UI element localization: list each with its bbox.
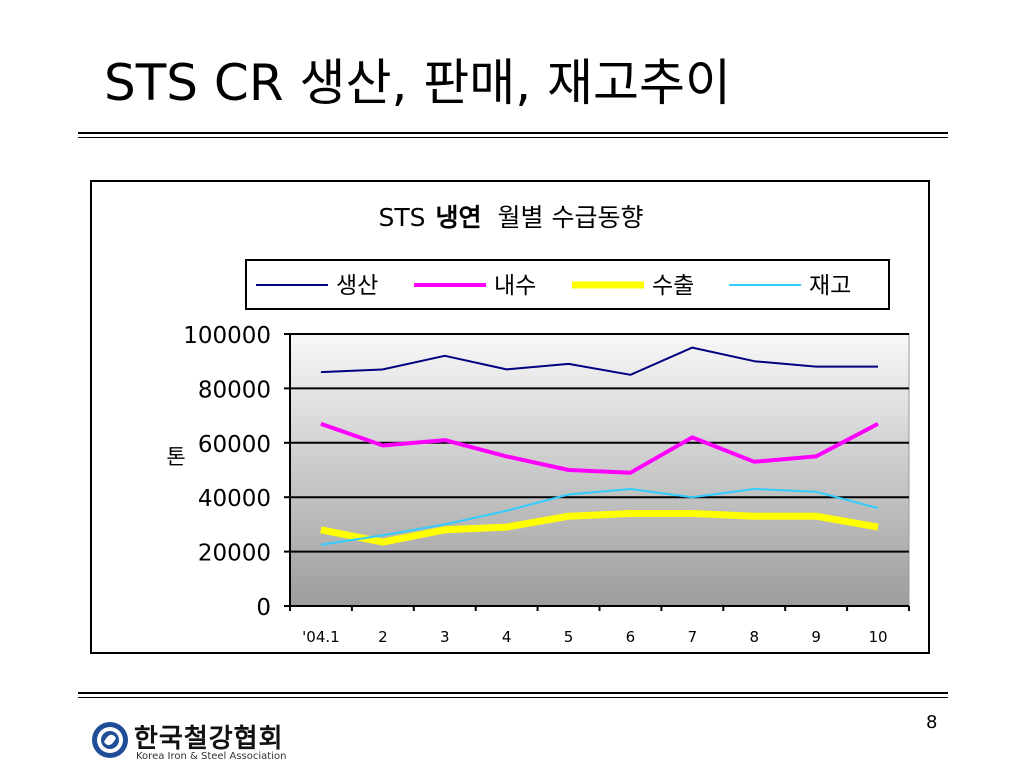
series-line-2 [320,421,879,475]
series-line-4 [320,488,879,546]
x-tick-label: 4 [502,628,512,646]
logo-english-name: Korea Iron & Steel Association [136,751,287,762]
x-tick-label: 7 [688,628,698,646]
x-tick-label: 6 [626,628,636,646]
chart-title-prefix: STS [379,203,426,232]
legend-label: 내수 [494,273,536,299]
chart-title-suffix: 월별 수급동향 [498,203,644,232]
chart-title: STS 냉연 월별 수급동향 [379,203,644,232]
x-tick-label: 10 [869,628,888,646]
series-line-3 [320,510,879,546]
chart-title-bold: 냉연 [436,203,482,232]
line-chart: STS 냉연 월별 수급동향 생산 내수 수출 재고 0 20000 40000 60000 80… [166,203,910,646]
x-tick-label: 2 [378,628,388,646]
y-tick-label: 60000 [198,432,271,458]
legend-label: 재고 [809,273,851,299]
y-tick-label: 20000 [198,541,271,567]
title-divider [78,132,948,134]
legend-label: 생산 [336,273,378,299]
chart-frame: STS 냉연 월별 수급동향 생산 내수 수출 재고 0 20000 40000 60000 80… [90,180,930,654]
x-tick-label: '04.1 [302,628,340,646]
y-tick-label: 40000 [198,486,271,512]
x-tick-label: 3 [440,628,450,646]
legend-label: 수출 [652,273,694,299]
footer-divider-thin [78,697,948,698]
association-emblem-icon [92,722,128,758]
x-tick-label: 9 [811,628,821,646]
page-number: 8 [926,712,938,733]
slide-title: STS CR 생산, 판매, 재고추이 [104,54,732,112]
y-tick-label: 100000 [183,323,271,349]
y-axis-label: 톤 [166,445,185,469]
logo: 한국철강협회 Korea Iron & Steel Association [88,716,318,764]
y-tick-label: 0 [256,595,271,621]
x-tick-label: 5 [564,628,574,646]
x-tick-label: 8 [749,628,759,646]
y-tick-label: 80000 [198,377,271,403]
title-divider-thin [78,137,948,138]
series-line-1 [320,346,878,376]
footer-divider [78,692,948,694]
logo-korean-name: 한국철강협회 [134,724,284,754]
